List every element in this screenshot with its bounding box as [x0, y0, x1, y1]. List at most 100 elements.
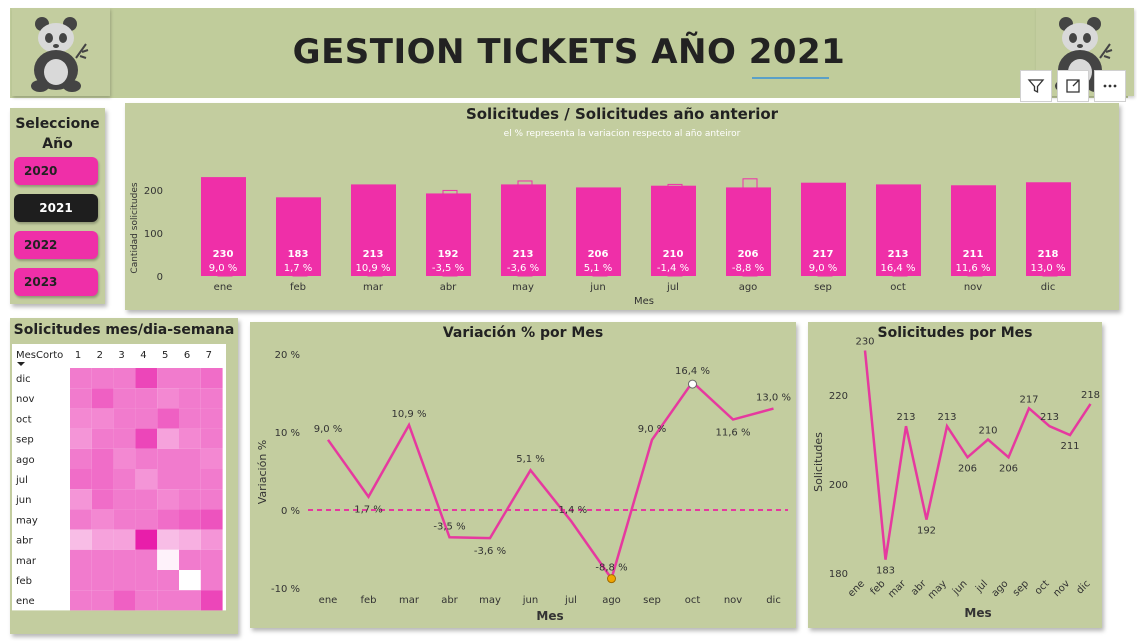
year-slicer-heading: Seleccione Año	[15, 116, 100, 152]
bar-value-label: 217	[813, 249, 834, 260]
heatmap-cell	[70, 469, 92, 490]
heatmap-cell	[200, 549, 223, 570]
heatmap-cell	[200, 469, 223, 490]
heatmap-cell	[200, 428, 223, 449]
bar-chart-card: Solicitudes / Solicitudes año anterior e…	[125, 103, 1119, 310]
requests-chart-card: Solicitudes por Mes 180 200 220 Solicitudes…	[808, 322, 1102, 628]
more-options-icon[interactable]	[1094, 70, 1126, 102]
heatmap-cell	[157, 469, 179, 490]
heatmap-cell	[113, 590, 136, 611]
heatmap-cell	[157, 509, 179, 530]
heatmap-row-label: may	[16, 515, 38, 526]
bar-pct-label: 13,0 %	[1031, 263, 1066, 274]
heatmap-cell	[179, 509, 201, 530]
page-title: GESTION TICKETS AÑO 2021	[292, 32, 846, 72]
heatmap-row-label: nov	[16, 394, 34, 405]
bar-value-label: 206	[588, 249, 609, 260]
requests-chart-title: Solicitudes por Mes	[877, 325, 1033, 341]
heatmap-cell	[113, 549, 136, 570]
x-tick-label: ene	[846, 578, 867, 599]
heatmap-cell	[135, 570, 158, 591]
bar-pct-label: 9,0 %	[809, 263, 838, 274]
filter-icon[interactable]	[1020, 70, 1052, 102]
heatmap-cell	[91, 428, 114, 449]
heatmap-cell	[135, 408, 158, 429]
heatmap-cell	[135, 388, 158, 409]
heatmap-cell	[113, 469, 136, 490]
year-option-2022[interactable]: 2022	[14, 231, 98, 259]
bar-value-label: 211	[963, 249, 984, 260]
heatmap-cell	[113, 489, 136, 510]
bar-chart: 0 100 200 Cantidad solicitudes Mes 230 9,0 % en…	[130, 177, 1071, 307]
focus-mode-icon[interactable]	[1057, 70, 1089, 102]
heatmap-col-header: 2	[97, 350, 103, 361]
heatmap-cell	[91, 469, 114, 490]
heatmap-row-header: MesCorto	[16, 350, 63, 361]
bar-current-year	[651, 185, 696, 276]
heatmap-cell	[135, 549, 158, 570]
requests-line	[863, 350, 1092, 560]
x-tick-label: mar	[886, 578, 909, 601]
y-tick-label: 0	[157, 272, 163, 283]
bar-pct-label: -3,6 %	[507, 263, 539, 274]
heatmap-cell	[200, 570, 223, 591]
x-tick-label: feb	[290, 282, 306, 293]
bar-current-year	[426, 193, 471, 276]
heatmap-cell	[135, 590, 158, 611]
x-tick-label: oct	[1033, 578, 1052, 597]
data-label: 213	[937, 412, 956, 423]
data-label: 10,9 %	[392, 409, 427, 420]
data-label: 9,0 %	[314, 424, 343, 435]
heatmap-cell	[200, 368, 223, 389]
y-tick-label: 200	[144, 186, 163, 197]
heatmap-cell	[200, 509, 223, 530]
year-option-2021[interactable]: 2021	[14, 194, 98, 222]
data-label: 206	[958, 463, 977, 474]
x-tick-label: dic	[1041, 282, 1056, 293]
bar-pct-label: -3,5 %	[432, 263, 464, 274]
heatmap-cell	[113, 509, 136, 530]
heatmap-cell	[70, 489, 92, 510]
data-label: -3,5 %	[433, 521, 465, 532]
year-option-2020[interactable]: 2020	[14, 157, 98, 185]
year-option-2023[interactable]: 2023	[14, 268, 98, 296]
heatmap-row-label: ene	[16, 596, 35, 607]
x-tick-label: may	[479, 595, 501, 606]
visual-toolbar	[1020, 70, 1126, 102]
bar-pct-label: -8,8 %	[732, 263, 764, 274]
variation-chart-title: Variación % por Mes	[442, 325, 604, 341]
variation-chart-card: Variación % por Mes -10 % 0 % 10 % 20 % Vari…	[250, 322, 796, 628]
heatmap-col-header: 5	[162, 350, 168, 361]
x-tick-label: mar	[399, 595, 420, 606]
heatmap-cell	[91, 368, 114, 389]
heatmap-col-header: 6	[184, 350, 190, 361]
bar-value-label: 213	[363, 249, 384, 260]
min-marker	[607, 574, 616, 584]
x-tick-label: sep	[814, 282, 832, 293]
y-tick-label: 0 %	[281, 506, 300, 517]
bar-value-label: 218	[1038, 249, 1059, 260]
data-label: 206	[999, 463, 1018, 474]
heatmap-cell	[113, 388, 136, 409]
heatmap-cell	[70, 509, 92, 530]
heatmap-cell	[70, 549, 92, 570]
bar-pct-label: 9,0 %	[209, 263, 238, 274]
heatmap-cell	[113, 448, 136, 469]
heatmap-cell	[179, 469, 201, 490]
heatmap-cell	[91, 570, 114, 591]
heatmap-cell	[70, 448, 92, 469]
heatmap-cell	[91, 529, 114, 550]
data-label: 11,6 %	[716, 428, 751, 439]
x-axis-label: Mes	[634, 296, 654, 307]
heatmap-cell	[113, 428, 136, 449]
x-tick-label: ago	[739, 282, 758, 293]
heatmap-cell	[200, 408, 223, 429]
heatmap-cell	[200, 529, 223, 550]
x-tick-label: dic	[1075, 578, 1093, 596]
data-label: 1,7 %	[354, 505, 383, 516]
heatmap-row-label: mar	[16, 556, 37, 567]
heatmap-cell	[70, 368, 92, 389]
x-tick-label: abr	[441, 595, 458, 606]
heatmap-cell	[157, 549, 179, 570]
data-label: 230	[855, 337, 874, 348]
